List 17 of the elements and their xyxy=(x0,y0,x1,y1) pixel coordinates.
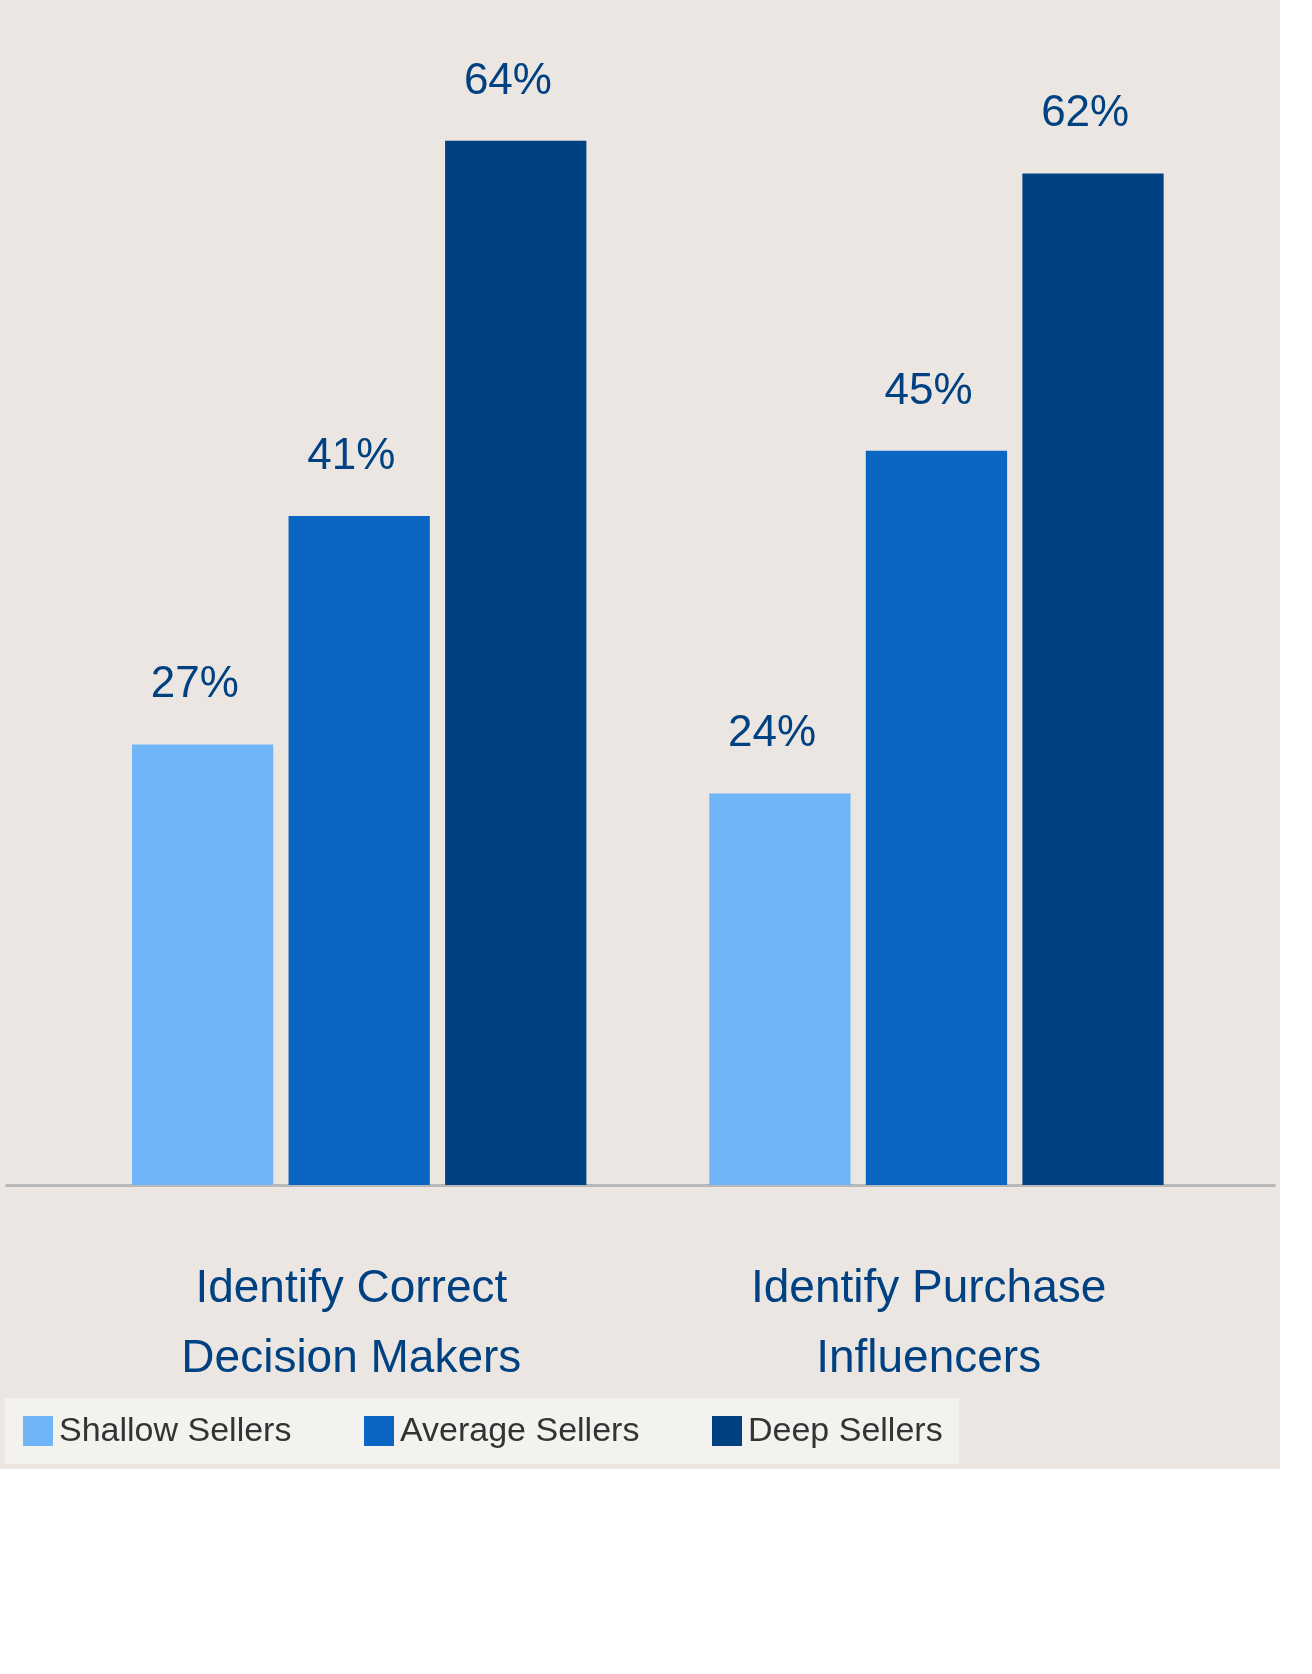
data-label: 24% xyxy=(728,706,817,756)
data-label: 45% xyxy=(884,363,973,413)
data-label: 27% xyxy=(150,657,239,707)
bar xyxy=(865,450,1008,1185)
x-tick-label: Identify Purchase Influencers xyxy=(750,1259,1107,1382)
bar xyxy=(1022,173,1164,1185)
legend-label: Average Sellers xyxy=(400,1410,640,1448)
bar xyxy=(709,793,851,1185)
data-label: 62% xyxy=(1041,86,1130,136)
legend-label: Shallow Sellers xyxy=(59,1410,292,1448)
bar xyxy=(288,516,430,1185)
x-tick-label: Identify Correct Decision Makers xyxy=(181,1259,522,1382)
data-label: 64% xyxy=(463,53,552,103)
data-label: 41% xyxy=(307,429,396,479)
bar xyxy=(132,744,274,1185)
bar xyxy=(445,140,587,1185)
legend-label: Deep Sellers xyxy=(748,1410,943,1448)
